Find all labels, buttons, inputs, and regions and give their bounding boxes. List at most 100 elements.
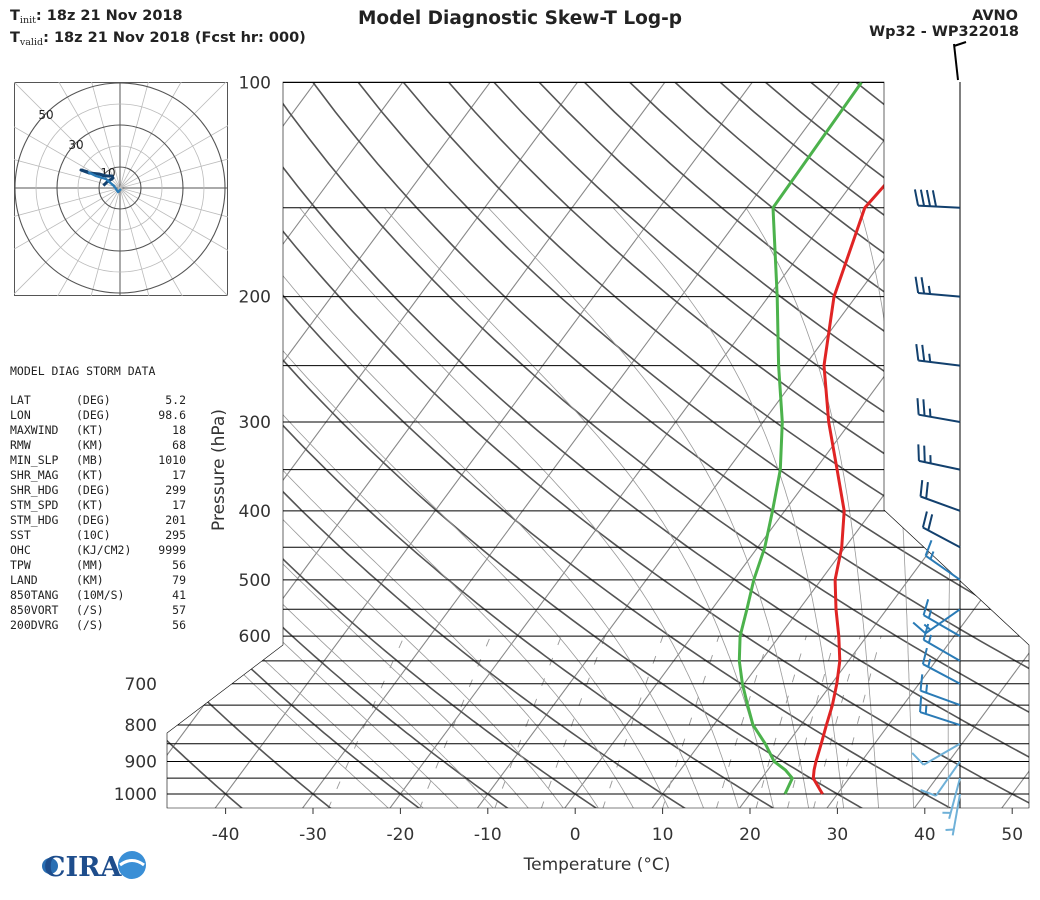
isotherm-line [0, 50, 164, 824]
moist-adiabat [488, 207, 810, 808]
wind-barb [915, 344, 961, 367]
mixing-ratio-line [661, 636, 720, 808]
wind-barb [921, 511, 961, 549]
barb-shaft [923, 742, 961, 766]
storm-data-name: 850VORT [10, 603, 59, 617]
storm-data-heading: MODEL DIAG STORM DATA [10, 364, 156, 378]
storm-data-unit: (KT) [76, 423, 104, 437]
wind-barb [920, 760, 961, 797]
wind-barb [913, 189, 961, 209]
storm-data-name: STM_HDG [10, 513, 59, 527]
wind-barb [922, 623, 961, 662]
barb-feather [921, 344, 926, 362]
dry-adiabat [167, 82, 979, 808]
storm-data-value: 5.2 [165, 393, 186, 407]
storm-data-unit: (KJ/CM2) [76, 543, 132, 557]
barb-shaft [918, 204, 961, 209]
wind-barb [924, 539, 961, 581]
x-tick-label: -20 [387, 825, 415, 845]
mixing-ratio-line [327, 636, 405, 808]
dry-adiabat [289, 82, 1029, 808]
wind-barb [911, 742, 961, 766]
storm-data-name: SHR_MAG [10, 468, 59, 482]
model-name: AVNO [972, 8, 1018, 24]
barb-feather [953, 41, 967, 47]
storm-data-name: MAXWIND [10, 423, 59, 437]
x-tick-label: 40 [914, 825, 936, 845]
mixing-ratio-line [418, 636, 491, 808]
storm-data-row: STM_HDG (DEG) 201 [10, 513, 186, 528]
storm-data-name: LON [10, 408, 31, 422]
storm-data-name: SST [10, 528, 31, 542]
barb-feather [919, 695, 923, 713]
hodograph-ring [35, 103, 205, 273]
barb-feather [913, 189, 920, 206]
x-tick-label: -30 [299, 825, 327, 845]
y-tick-label: 400 [239, 502, 271, 522]
storm-data-value: 9999 [158, 543, 186, 557]
wind-barb [922, 599, 961, 638]
barb-half-feather [929, 551, 935, 560]
barb-shaft [923, 639, 961, 662]
dry-adiabat [420, 82, 1029, 808]
storm-data-value: 56 [172, 618, 186, 632]
storm-data-unit: (/S) [76, 603, 104, 617]
wind-barb [919, 674, 961, 707]
storm-data-value: 57 [172, 603, 186, 617]
hodograph-ring [56, 124, 184, 252]
storm-data-name: 850TANG [10, 588, 59, 602]
mixing-ratio-line [494, 636, 562, 808]
init-time-label: Tinit: 18z 21 Nov 2018 [10, 8, 183, 26]
isotherm-line [815, 82, 1029, 808]
x-tick-label: -40 [212, 825, 240, 845]
barb-feather [920, 277, 926, 294]
storm-data-value: 18 [172, 423, 186, 437]
isotherm-line [640, 82, 1029, 808]
dry-adiabat [816, 82, 1029, 808]
storm-data-value: 17 [172, 498, 186, 512]
dry-adiabat [992, 82, 1029, 808]
barb-feather [920, 789, 937, 797]
barb-shaft [922, 526, 961, 549]
barb-feather [911, 752, 925, 766]
barb-shaft [919, 711, 961, 726]
dry-adiabat [201, 82, 1029, 808]
mixing-ratio-line [715, 636, 770, 808]
barb-half-feather [927, 658, 932, 668]
barb-shaft [948, 777, 961, 819]
wind-barb [917, 444, 961, 471]
storm-data-value: 1010 [158, 453, 186, 467]
barb-feather [923, 445, 926, 463]
y-tick-label: 300 [239, 413, 271, 433]
dry-adiabat [860, 82, 1029, 808]
barb-shaft [918, 459, 961, 471]
y-tick-label: 200 [239, 288, 271, 308]
barb-half-feather [945, 828, 954, 832]
storm-data-row: SHR_MAG (KT) 17 [10, 468, 186, 483]
mixing-ratio-line [602, 636, 664, 808]
wind-barb [945, 793, 961, 836]
x-tick-label: 0 [570, 825, 581, 845]
chart-title: Model Diagnostic Skew-T Log-p [357, 8, 683, 29]
storm-data-value: 201 [165, 513, 186, 527]
dry-adiabat [167, 82, 800, 808]
isotherm-line [167, 82, 602, 808]
storm-data-row: 850TANG (10M/S) 41 [10, 588, 186, 603]
storm-data-row: STM_SPD (KT) 17 [10, 498, 186, 513]
barb-feather [931, 190, 938, 207]
dry-adiabat [684, 82, 1029, 808]
dry-adiabat [167, 82, 530, 808]
mixing-ratio-line [786, 636, 837, 808]
isotherm-line [167, 82, 428, 808]
dry-adiabat [167, 82, 620, 808]
storm-data-unit: (KT) [76, 498, 104, 512]
storm-data-unit: (DEG) [76, 513, 111, 527]
hodograph-grid [14, 82, 228, 296]
moist-adiabat [167, 207, 635, 808]
barb-shaft [923, 614, 961, 638]
barb-half-feather [927, 285, 932, 295]
storm-data-row: SHR_HDG (DEG) 299 [10, 483, 186, 498]
barb-shaft [922, 663, 961, 685]
